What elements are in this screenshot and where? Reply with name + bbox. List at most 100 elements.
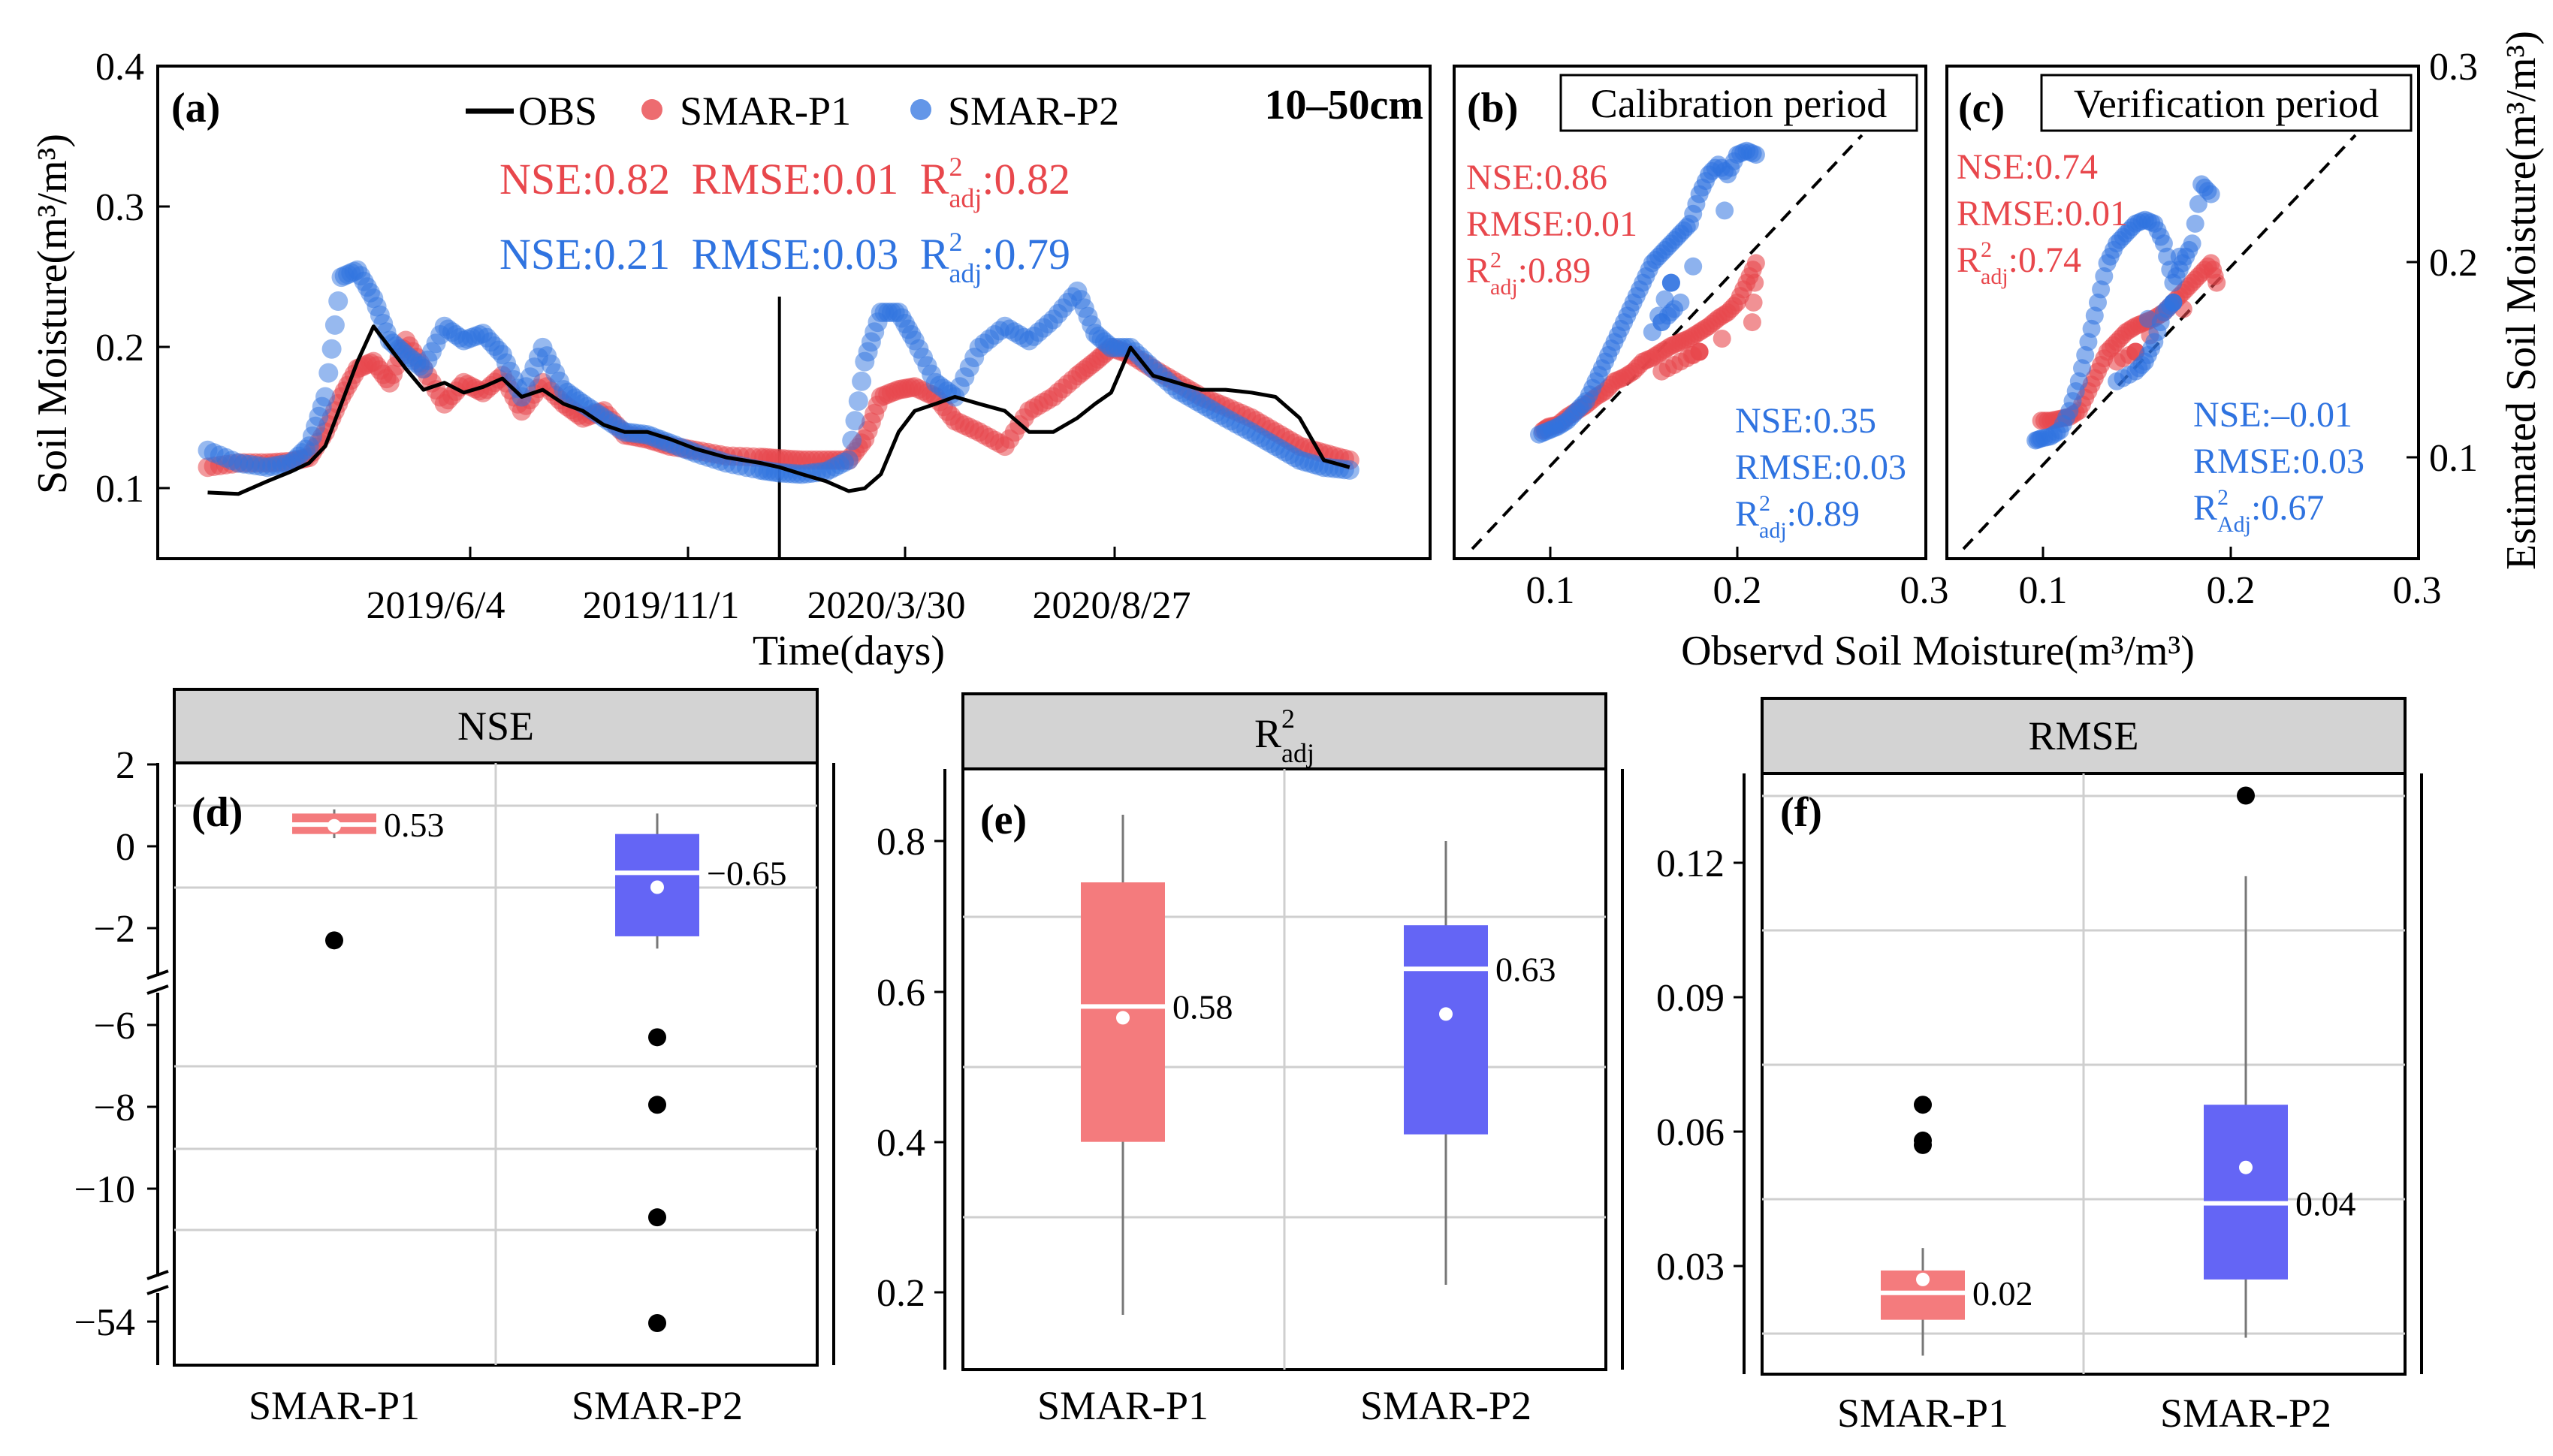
data-point	[1661, 273, 1680, 292]
panel-c-metrics-p1: NSE:0.74 RMSE:0.01 R2 adj:0.74	[1957, 147, 2128, 289]
data-point	[2183, 234, 2201, 253]
legend-obs-label: OBS	[518, 89, 597, 134]
data-point	[1713, 330, 1731, 348]
panel-e-boxes: 0.58 0.63	[1081, 814, 1556, 1316]
panel-b-frame	[1453, 65, 1927, 560]
data-point	[1339, 460, 1359, 480]
panel-b-x-axis: 0.1 0.2 0.3	[1526, 547, 1949, 612]
r2-sub: adj	[1490, 275, 1518, 300]
metric-r2-sub: adj	[949, 258, 982, 288]
y-tick-label: 0.6	[877, 972, 925, 1014]
metric-r2: R	[920, 155, 949, 203]
panel-a-frame	[156, 65, 1432, 560]
data-point	[2189, 194, 2207, 213]
mean-marker	[1916, 1272, 1930, 1286]
box-smar-p2: −0.65	[615, 813, 786, 1332]
median-value-label: 0.58	[1172, 987, 1233, 1026]
box-smar-p1: 0.53	[292, 806, 445, 950]
legend-p2-marker	[910, 99, 931, 120]
data-point	[1716, 201, 1734, 220]
panel-b-metrics-p1: NSE:0.86 RMSE:0.01 R2 adj:0.89	[1466, 158, 1637, 300]
outlier-point	[648, 1028, 666, 1047]
panel-a-metrics-p2: NSE:0.21 RMSE:0.03 R2 adj:0.79	[499, 227, 1070, 288]
panel-e-strip-label: R2 adj	[1254, 704, 1314, 768]
axis-break-mark	[146, 984, 169, 995]
panel-f-strip	[1761, 697, 2407, 775]
x-tick-label: 2020/8/27	[1033, 584, 1191, 627]
x-tick-label: 0.3	[1900, 569, 1949, 612]
panel-c-one-to-one-line	[1962, 134, 2357, 550]
y-tick-label: 2	[116, 744, 135, 787]
y-tick-label: 0	[116, 826, 135, 869]
panel-c: (c) Verification period NSE:0.74 RMSE:0.…	[1681, 31, 2545, 674]
metric-r2: R	[920, 230, 949, 279]
panel-f-letter: (f)	[1780, 789, 1822, 836]
panel-d-y-axis: 2 0 −2 −6 −8 −10 −54	[74, 744, 169, 1365]
panel-b-letter: (b)	[1467, 85, 1518, 131]
panel-f-grid	[1762, 773, 2405, 1374]
outlier-point	[2237, 786, 2255, 805]
median-value-label: −0.65	[707, 854, 786, 892]
metric-r2-sub: adj	[949, 183, 982, 213]
data-point	[1743, 313, 1761, 332]
r2-sup: 2	[2217, 485, 2229, 510]
series-smar-p2	[1530, 141, 1765, 444]
data-point	[2170, 247, 2189, 266]
data-point	[328, 291, 349, 311]
outlier-point	[648, 1208, 666, 1227]
panel-d: NSE 0.53 −0.65 (d) 2	[74, 688, 835, 1428]
mean-marker	[1116, 1011, 1130, 1025]
outlier-point	[1914, 1096, 1932, 1114]
outlier-point	[648, 1314, 666, 1332]
panel-e-letter: (e)	[980, 797, 1027, 843]
y-tick-label: 0.06	[1656, 1111, 1725, 1154]
panel-d-grid	[174, 763, 817, 1365]
median-value-label: 0.02	[1972, 1274, 2033, 1313]
metric-rmse: RMSE:0.01	[1957, 194, 2128, 234]
x-tick-label: 2020/3/30	[807, 584, 966, 627]
data-point	[852, 371, 872, 391]
panel-d-boxes: 0.53 −0.65	[292, 806, 786, 1332]
panel-a-y-label: Soil Moisture(m³/m³)	[29, 134, 76, 494]
box-body	[1404, 925, 1488, 1135]
metric-nse: NSE:0.35	[1735, 401, 1876, 441]
median-value-label: 0.53	[384, 806, 445, 844]
panel-a-series	[198, 260, 1359, 496]
legend-p1-marker	[641, 99, 662, 120]
metric-rmse: RMSE:0.03	[692, 230, 899, 279]
data-point	[2201, 185, 2220, 203]
panel-c-series	[2026, 175, 2226, 450]
metric-r2: R2 Adj:0.67	[2193, 485, 2324, 537]
panel-b-one-to-one-line	[1471, 134, 1863, 550]
metric-r2-sup: 2	[949, 227, 962, 257]
data-point	[1746, 273, 1764, 292]
data-point	[315, 387, 335, 407]
data-point	[1684, 257, 1703, 276]
mean-marker	[2239, 1160, 2253, 1174]
data-point	[2186, 214, 2204, 233]
r2-value: :0.89	[1787, 494, 1860, 534]
panel-d-letter: (d)	[192, 789, 243, 836]
panel-a-x-axis: 2019/6/4 2019/11/1 2020/3/30 2020/8/27 T…	[367, 547, 1191, 674]
y-tick-label: 0.2	[877, 1272, 925, 1315]
box-smar-p2: 0.04	[2204, 786, 2356, 1338]
outlier-point	[648, 1096, 666, 1114]
panel-c-title: Verification period	[2074, 81, 2379, 126]
metric-nse: NSE:0.82	[499, 155, 670, 203]
panel-a-y-axis: 0.1 0.2 0.3 0.4 Soil Moisture(m³/m³)	[29, 46, 170, 511]
r2-main: R	[1957, 240, 1981, 280]
r2-main: R	[1466, 251, 1490, 291]
category-label: SMAR-P1	[249, 1383, 420, 1428]
panel-a-metrics-p1: NSE:0.82 RMSE:0.01 R2 adj:0.82	[499, 152, 1070, 213]
y-tick-label: −10	[74, 1168, 135, 1211]
category-label: SMAR-P2	[1360, 1383, 1531, 1428]
panel-a-legend: OBS SMAR-P1 SMAR-P2	[466, 89, 1119, 134]
data-point	[1690, 342, 1709, 361]
y-tick-label: −2	[94, 908, 135, 951]
x-tick-label: 0.1	[2019, 569, 2068, 612]
panel-c-metrics-p2: NSE:–0.01 RMSE:0.03 R2 Adj:0.67	[2193, 395, 2364, 537]
strip-sup: 2	[1281, 704, 1295, 734]
r2-main: R	[2193, 488, 2217, 528]
metric-r2: R2 adj:0.89	[1735, 491, 1860, 543]
data-point	[845, 411, 865, 431]
